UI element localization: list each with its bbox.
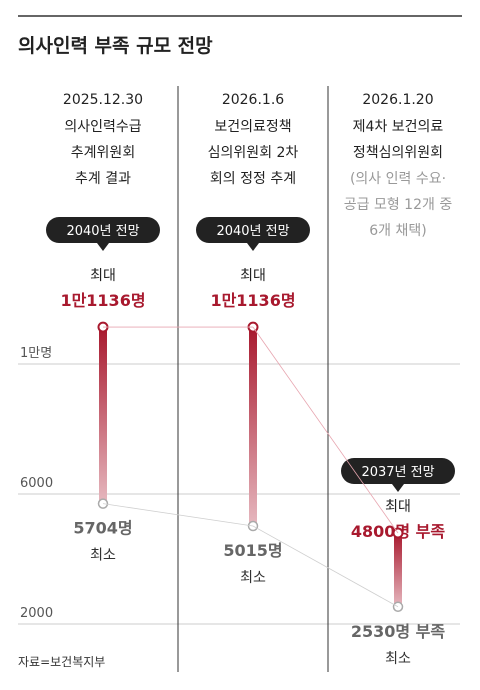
badge-pointer — [97, 243, 109, 251]
column-desc-line: 정책심의위원회 — [353, 145, 443, 161]
min-value-label: 5704명 — [73, 519, 132, 538]
min-connector — [102, 503, 254, 527]
range-bar — [249, 327, 257, 527]
y-tick-label: 1만명 — [20, 346, 52, 361]
badge-bubble — [341, 458, 455, 484]
source-note: 자료=보건복지부 — [18, 655, 105, 669]
y-tick-label: 2000 — [20, 606, 53, 621]
max-caption: 최대 — [240, 268, 266, 284]
range-bar — [394, 533, 402, 607]
max-value-label: 1만1136명 — [210, 291, 295, 310]
column-desc-line: 보건의료정책 — [214, 119, 291, 135]
badge-pointer — [392, 484, 404, 492]
min-caption: 최소 — [90, 548, 116, 564]
y-tick-label: 6000 — [20, 476, 53, 491]
max-caption: 최대 — [385, 499, 411, 515]
min-connector — [252, 525, 399, 608]
column-desc-line: 회의 정정 추계 — [210, 171, 296, 187]
badge-label: 2037년 전망 — [361, 465, 434, 480]
column-date: 2026.1.6 — [222, 92, 284, 108]
column-desc-line: 의사인력수급 — [64, 119, 141, 135]
min-value-label: 2530명 부족 — [351, 622, 446, 641]
column-note-line: 공급 모형 12개 중 — [344, 197, 453, 213]
column-note-line: (의사 인력 수요· — [350, 171, 446, 187]
min-value-label: 5015명 — [223, 541, 282, 560]
range-bar — [99, 327, 107, 504]
badge-bubble — [196, 217, 310, 243]
column-desc-line: 추계위원회 — [71, 145, 135, 161]
column-desc-line: 심의위원회 2차 — [208, 145, 299, 161]
badge-label: 2040년 전망 — [216, 224, 289, 239]
badge-pointer — [247, 243, 259, 251]
column-desc-line: 추계 결과 — [75, 171, 131, 187]
column-date: 2025.12.30 — [63, 92, 143, 108]
badge-bubble — [46, 217, 160, 243]
chart-title: 의사인력 부족 규모 전망 — [18, 35, 213, 57]
column-date: 2026.1.20 — [362, 92, 433, 108]
column-note-line: 6개 채택) — [369, 223, 426, 239]
column-desc-line: 제4차 보건의료 — [353, 119, 444, 135]
min-caption: 최소 — [240, 570, 266, 586]
max-caption: 최대 — [90, 268, 116, 284]
max-value-label: 1만1136명 — [60, 291, 145, 310]
badge-label: 2040년 전망 — [66, 224, 139, 239]
max-connector — [252, 326, 399, 534]
min-caption: 최소 — [385, 651, 411, 667]
